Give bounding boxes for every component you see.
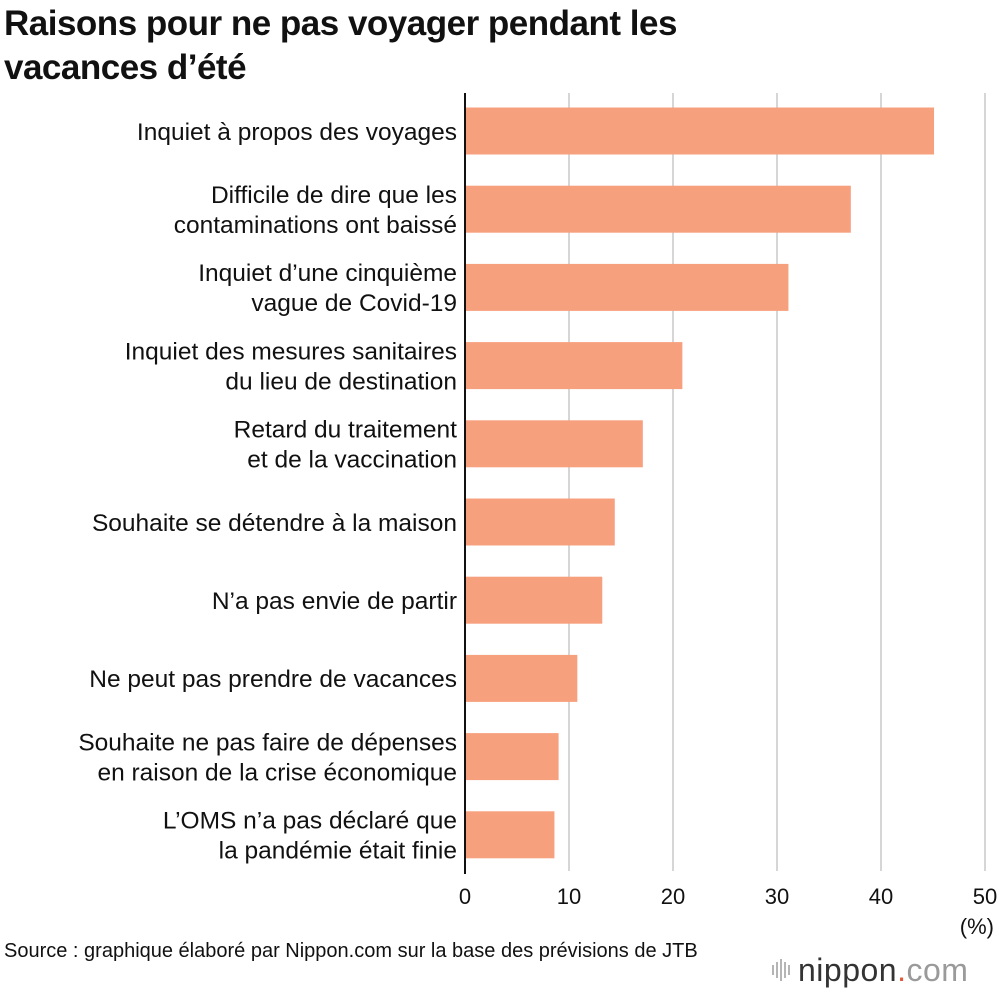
- category-label: et de la vaccination: [247, 447, 457, 474]
- category-label: N’a pas envie de partir: [212, 588, 457, 615]
- category-label: L’OMS n’a pas déclaré que: [163, 808, 457, 835]
- x-tick-label: 20: [661, 884, 685, 909]
- bar-3: [465, 342, 683, 390]
- bar-4: [465, 420, 643, 468]
- bar-0: [465, 107, 935, 155]
- bar-2: [465, 263, 789, 311]
- bar-5: [465, 498, 615, 546]
- category-label: Ne peut pas prendre de vacances: [89, 666, 457, 693]
- category-label: Difficile de dire que les: [211, 182, 457, 209]
- category-label: Inquiet d’une cinquième: [198, 260, 457, 287]
- x-axis-ticks: 0 10 20 30 40 50: [459, 884, 997, 909]
- category-label: la pandémie était finie: [219, 838, 457, 865]
- nippon-logo: nippon. com: [772, 950, 968, 990]
- category-label: Inquiet des mesures sanitaires: [125, 338, 457, 365]
- bar-7: [465, 654, 578, 702]
- logo-dot: .: [897, 951, 907, 988]
- category-label: contaminations ont baissé: [174, 212, 457, 239]
- bar-6: [465, 576, 603, 624]
- logo-tld: com: [906, 951, 969, 988]
- x-axis-unit: (%): [960, 914, 994, 939]
- category-labels: Inquiet à propos des voyages Difficile de…: [78, 119, 457, 865]
- x-tick-label: 10: [557, 884, 581, 909]
- chart-title-line-1: Raisons pour ne pas voyager pendant les: [4, 4, 677, 43]
- chart-title-line-2: vacances d’été: [4, 48, 247, 87]
- category-label: Inquiet à propos des voyages: [137, 119, 457, 146]
- bar-9: [465, 811, 555, 859]
- category-label: Retard du traitement: [234, 417, 458, 444]
- bars: [465, 107, 935, 859]
- category-label: du lieu de destination: [225, 368, 457, 395]
- category-label: Souhaite ne pas faire de dépenses: [78, 729, 457, 756]
- category-label: vague de Covid-19: [251, 290, 457, 317]
- x-tick-label: 40: [869, 884, 893, 909]
- category-label: en raison de la crise économique: [97, 759, 457, 786]
- logo-bars-icon: [772, 959, 790, 981]
- bar-1: [465, 185, 851, 233]
- x-tick-label: 30: [765, 884, 789, 909]
- chart-title: Raisons pour ne pas voyager pendant les …: [4, 2, 904, 90]
- source-note: Source : graphique élaboré par Nippon.co…: [4, 940, 698, 962]
- x-tick-label: 50: [973, 884, 997, 909]
- logo-name: nippon: [798, 951, 898, 988]
- x-tick-label: 0: [459, 884, 471, 909]
- bar-8: [465, 733, 559, 781]
- category-label: Souhaite se détendre à la maison: [92, 510, 457, 537]
